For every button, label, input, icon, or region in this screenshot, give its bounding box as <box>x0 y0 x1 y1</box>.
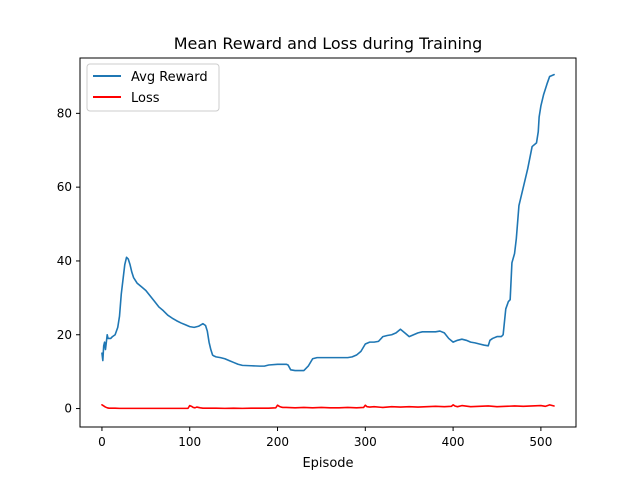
x-axis-label: Episode <box>302 456 353 471</box>
legend-label-avg-reward: Avg Reward <box>131 70 208 85</box>
x-tick-label: 100 <box>178 435 201 449</box>
legend: Avg Reward Loss <box>86 63 220 112</box>
y-axis-ticks: 0 20 40 60 80 <box>57 106 80 416</box>
x-tick-label: 400 <box>442 435 465 449</box>
y-tick-label: 20 <box>57 328 72 342</box>
y-tick-label: 60 <box>57 180 72 194</box>
chart-title: Mean Reward and Loss during Training <box>174 34 483 53</box>
plot-area <box>79 57 577 428</box>
series-line-avg-reward <box>101 73 555 372</box>
x-tick-label: 500 <box>529 435 552 449</box>
series-line-loss <box>101 404 555 410</box>
y-tick-label: 80 <box>57 106 72 120</box>
legend-label-loss: Loss <box>131 91 160 106</box>
x-tick-label: 300 <box>354 435 377 449</box>
x-tick-label: 200 <box>266 435 289 449</box>
x-axis-ticks: 0 100 200 300 400 500 <box>98 427 552 449</box>
y-tick-label: 0 <box>64 402 72 416</box>
plot-frame <box>79 57 577 428</box>
x-tick-label: 0 <box>98 435 106 449</box>
y-tick-label: 40 <box>57 254 72 268</box>
